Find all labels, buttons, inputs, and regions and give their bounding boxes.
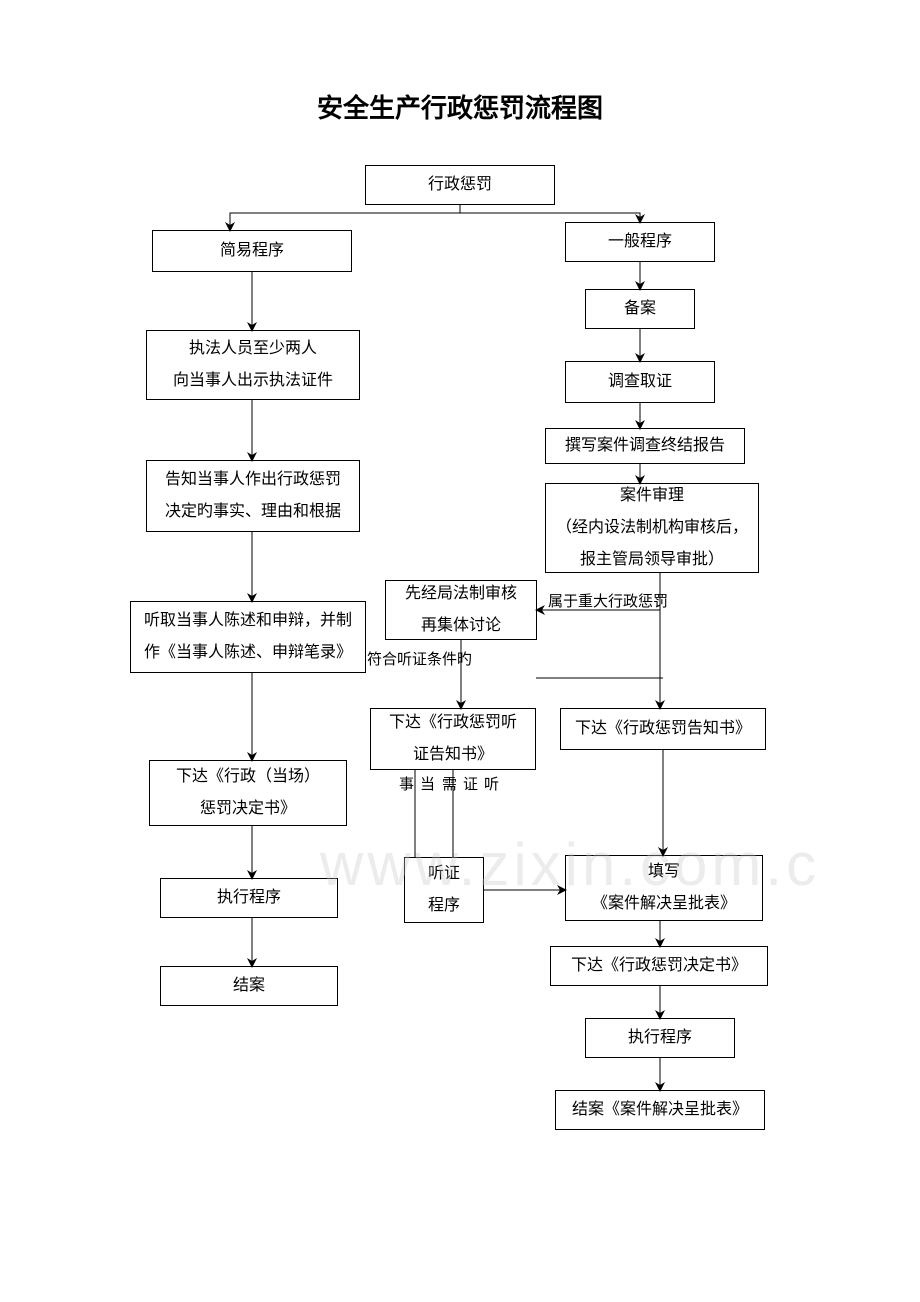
node-right-decision: 下达《行政惩罚决定书》 bbox=[550, 946, 768, 986]
node-notice-penalty: 下达《行政惩罚告知书》 bbox=[560, 708, 766, 750]
node-left-inform: 告知当事人作出行政惩罚决定旳事实、理由和根据 bbox=[146, 460, 360, 532]
node-notice-hearing: 下达《行政惩罚听证告知书》 bbox=[370, 708, 536, 770]
label-major-penalty: 属于重大行政惩罚 bbox=[548, 590, 668, 611]
node-right-execute: 执行程序 bbox=[585, 1018, 735, 1058]
node-legal-review: 先经局法制审核再集体讨论 bbox=[385, 580, 537, 640]
node-simple-procedure: 简易程序 bbox=[152, 230, 352, 272]
node-record: 备案 bbox=[585, 289, 695, 329]
node-left-staff: 执法人员至少两人向当事人出示执法证件 bbox=[146, 330, 360, 400]
watermark: www.zixin.com.c bbox=[320, 830, 820, 899]
node-left-statement: 听取当事人陈述和申辩，并制作《当事人陈述、申辩笔录》 bbox=[130, 601, 366, 673]
node-case-review: 案件审理（经内设法制机构审核后，报主管局领导审批） bbox=[545, 483, 759, 573]
label-party: 当事 bbox=[395, 776, 437, 797]
node-left-decision: 下达《行政（当场）惩罚决定书》 bbox=[149, 760, 347, 826]
node-investigate: 调查取证 bbox=[565, 361, 715, 403]
node-right-close: 结案《案件解决呈批表》 bbox=[555, 1090, 765, 1130]
node-left-close: 结案 bbox=[160, 966, 338, 1006]
node-start: 行政惩罚 bbox=[365, 165, 555, 205]
node-general-procedure: 一般程序 bbox=[565, 222, 715, 262]
node-left-execute: 执行程序 bbox=[160, 878, 338, 918]
node-report: 撰写案件调查终结报告 bbox=[545, 428, 745, 464]
label-cert: 听证需 bbox=[438, 776, 501, 797]
page-title: 安全生产行政惩罚流程图 bbox=[0, 88, 920, 125]
label-hearing-condition: 符合听证条件旳 bbox=[367, 648, 472, 669]
